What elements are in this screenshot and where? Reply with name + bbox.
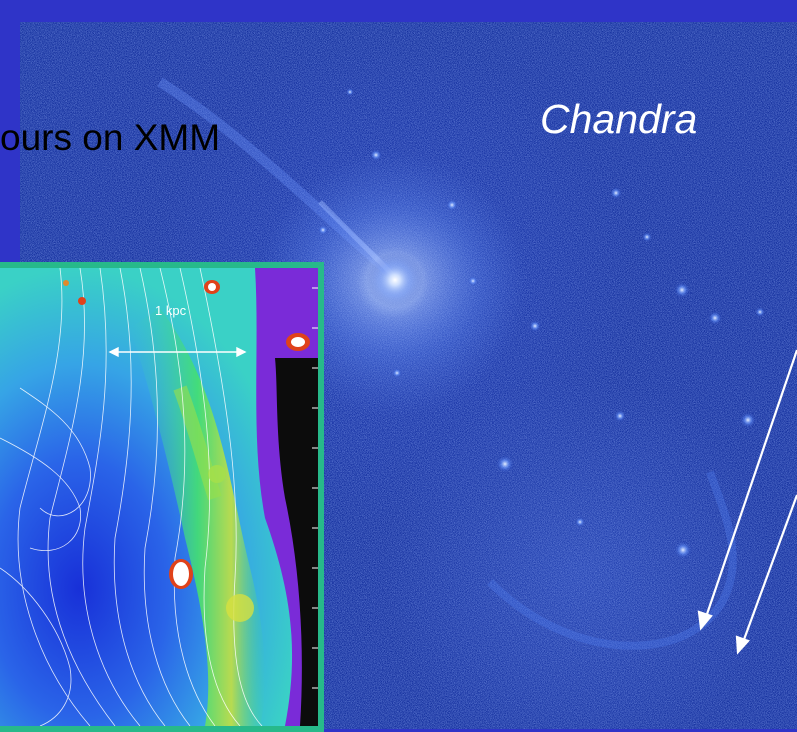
axis-ticks — [312, 287, 318, 689]
chandra-label: Chandra — [540, 96, 698, 142]
xmm-point-sources — [63, 280, 310, 622]
scale-bar — [108, 346, 247, 358]
scale-bar-label: 1 kpc — [155, 303, 187, 318]
contour-lines — [0, 268, 263, 726]
xmm-contour-inset — [0, 262, 324, 732]
xmm-caption: ours on XMM — [0, 117, 221, 158]
xmm-heatmap — [0, 268, 318, 726]
bright-core — [367, 252, 423, 308]
